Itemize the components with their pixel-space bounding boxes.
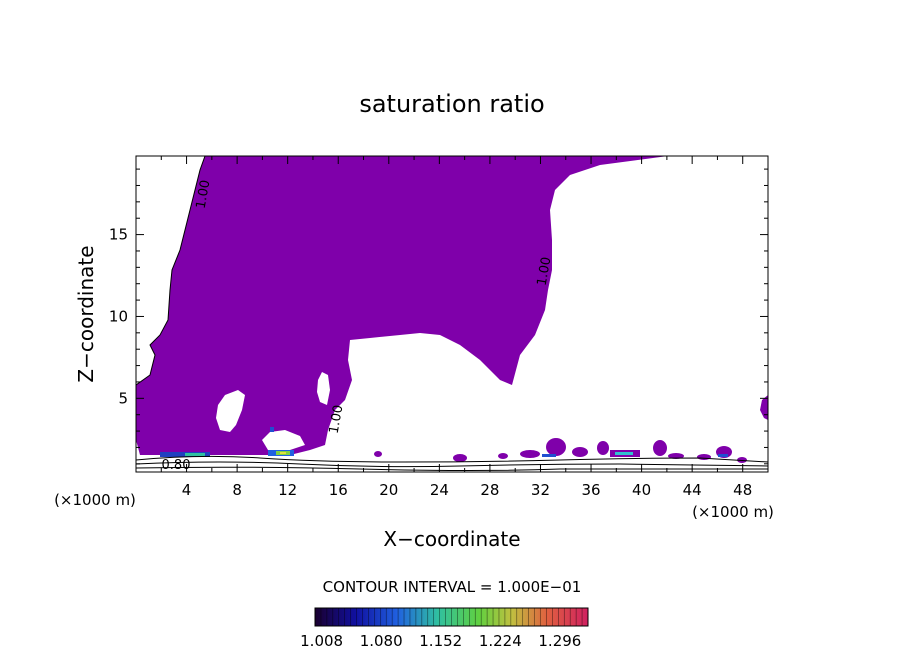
contour-label: 1.00 [194,179,214,210]
contour-label: 1.00 [535,256,555,287]
chart-title: saturation ratio [359,90,544,118]
colorbar-tick-label: 1.080 [360,632,403,650]
x-tick-label: 40 [632,481,651,499]
colorbar-stripes [320,608,583,626]
x-tick-label: 8 [232,481,242,499]
x-tick-label: 28 [480,481,499,499]
contour-label: 1.00 [327,404,347,435]
surface-blobs [374,438,747,463]
high-ratio-spots [160,427,728,457]
y-axis-ticks: 5 10 15 [109,168,768,465]
x-tick-label: 12 [278,481,297,499]
x-tick-label: 20 [379,481,398,499]
unsaturated-hole-small [317,372,330,405]
colorbar-ticks: 1.008 1.080 1.152 1.224 1.296 [300,632,581,650]
x-tick-label: 36 [581,481,600,499]
x-axis-label: X−coordinate [383,527,520,551]
unsaturated-hole [216,390,245,432]
y-tick-label: 5 [118,389,128,407]
y-tick-label: 15 [109,226,128,244]
saturated-region [136,156,668,455]
contour-fill [136,156,768,471]
y-axis-label: Z−coordinate [74,245,98,382]
contour-line-1.00 [136,156,206,386]
edge-blob [760,395,768,420]
x-tick-label: 48 [733,481,752,499]
x-tick-label: 24 [430,481,449,499]
x-tick-label: 44 [683,481,702,499]
colorbar-tick-label: 1.152 [419,632,462,650]
colorbar-tick-label: 1.224 [479,632,522,650]
contour-label: 0.80 [162,458,191,473]
x-tick-label: 4 [182,481,192,499]
x-tick-label: 32 [531,481,550,499]
x-unit-left: (×1000 m) [54,491,136,509]
x-tick-label: 16 [329,481,348,499]
plot-frame [135,155,769,473]
x-axis-ticks: 4 8 12 16 20 24 28 32 36 40 44 48 [160,156,769,499]
y-tick-label: 10 [109,307,128,325]
colorbar-tick-label: 1.008 [300,632,343,650]
surface-contours [136,455,768,471]
colorbar-tick-label: 1.296 [538,632,581,650]
contour-interval: CONTOUR INTERVAL = 1.000E−01 [323,578,582,596]
x-unit-right: (×1000 m) [692,503,774,521]
unsaturated-gap [262,430,305,450]
